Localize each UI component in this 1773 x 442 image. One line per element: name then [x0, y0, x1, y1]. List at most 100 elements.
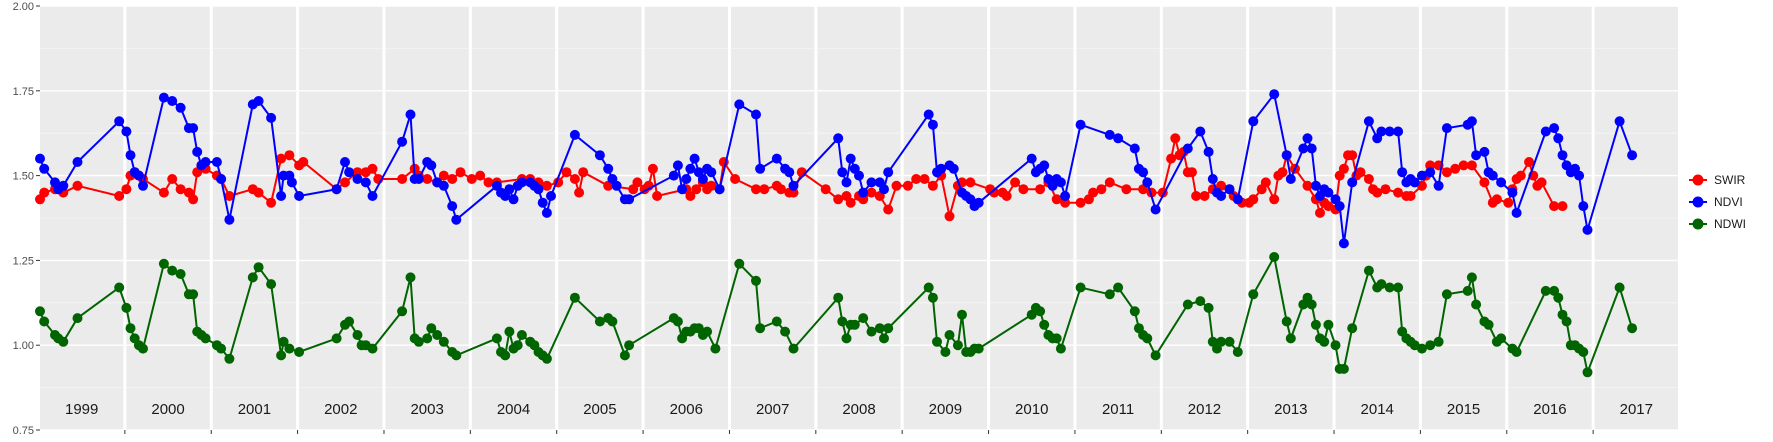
- data-point-ndvi: [1104, 129, 1115, 140]
- data-point-ndvi: [1496, 177, 1507, 188]
- data-point-ndwi: [1441, 289, 1452, 300]
- data-point-swir: [1372, 187, 1383, 198]
- data-point-swir: [1075, 197, 1086, 208]
- data-point-ndwi: [1129, 306, 1140, 317]
- data-point-ndvi: [1614, 116, 1625, 127]
- data-point-ndvi: [689, 153, 700, 164]
- data-point-ndvi: [714, 184, 725, 195]
- data-point-swir: [1491, 194, 1502, 205]
- data-point-swir: [647, 163, 658, 174]
- data-point-ndwi: [1540, 285, 1551, 296]
- data-point-swir: [1187, 167, 1197, 178]
- year-label-2008: 2008: [842, 401, 875, 418]
- data-point-swir: [1536, 177, 1547, 188]
- data-point-swir: [253, 187, 264, 198]
- data-point-ndwi: [114, 282, 125, 293]
- data-point-swir: [1096, 184, 1107, 195]
- data-point-ndwi: [175, 269, 186, 279]
- data-point-ndvi: [1195, 126, 1206, 137]
- data-point-ndwi: [39, 316, 50, 327]
- data-point-ndvi: [1540, 126, 1551, 137]
- data-point-swir: [1450, 163, 1461, 174]
- data-point-ndvi: [200, 157, 211, 167]
- data-point-ndwi: [952, 340, 963, 351]
- data-point-swir: [911, 174, 922, 184]
- data-point-ndvi: [253, 96, 264, 106]
- data-point-ndvi: [1142, 177, 1153, 188]
- data-point-ndvi: [1026, 153, 1037, 164]
- data-point-swir: [367, 163, 378, 174]
- data-point-swir: [1380, 184, 1391, 195]
- data-point-ndvi: [39, 163, 50, 174]
- data-point-swir: [114, 191, 125, 201]
- data-point-swir: [1121, 184, 1132, 195]
- data-point-swir: [422, 174, 433, 184]
- data-point-swir: [1018, 184, 1029, 195]
- data-point-ndvi: [331, 184, 342, 195]
- data-point-swir: [1458, 160, 1469, 171]
- data-point-ndwi: [500, 350, 511, 361]
- data-point-ndwi: [1462, 285, 1473, 296]
- year-label-2010: 2010: [1015, 401, 1048, 418]
- data-point-ndvi: [1338, 238, 1349, 249]
- data-point-swir: [121, 184, 132, 195]
- data-point-ndvi: [1075, 119, 1086, 130]
- data-point-ndvi: [594, 150, 605, 161]
- data-point-ndvi: [58, 180, 69, 191]
- data-point-ndwi: [167, 265, 178, 276]
- data-point-ndwi: [1338, 363, 1349, 374]
- data-point-ndvi: [1557, 150, 1568, 161]
- data-point-swir: [989, 187, 1000, 198]
- data-point-ndwi: [874, 323, 885, 334]
- data-point-ndwi: [121, 302, 132, 313]
- data-point-ndvi: [504, 184, 515, 195]
- data-point-ndwi: [284, 343, 295, 354]
- data-point-ndvi: [879, 184, 889, 195]
- data-point-ndvi: [973, 197, 984, 208]
- data-point-ndvi: [1224, 184, 1235, 195]
- data-point-ndwi: [1232, 347, 1243, 357]
- data-point-ndvi: [788, 180, 799, 191]
- data-point-ndvi: [1232, 194, 1243, 205]
- data-point-ndvi: [1511, 207, 1522, 218]
- data-point-ndwi: [833, 292, 844, 303]
- data-point-ndvi: [1393, 126, 1404, 137]
- data-point-ndvi: [1363, 116, 1374, 127]
- data-point-ndvi: [1281, 150, 1292, 161]
- data-point-ndvi: [508, 194, 519, 205]
- data-point-ndvi: [734, 99, 745, 110]
- data-point-swir: [1166, 153, 1177, 164]
- data-point-ndvi: [771, 153, 782, 164]
- year-label-2012: 2012: [1188, 401, 1221, 418]
- year-label-1999: 1999: [65, 401, 98, 418]
- data-point-ndwi: [1578, 347, 1589, 357]
- data-point-ndvi: [845, 153, 856, 164]
- data-point-swir: [397, 174, 408, 184]
- data-point-swir: [1405, 191, 1416, 201]
- legend-label-ndwi: NDWI: [1714, 217, 1746, 231]
- data-point-swir: [1248, 194, 1259, 205]
- data-point-ndvi: [1248, 116, 1259, 127]
- data-point-ndwi: [883, 323, 894, 334]
- data-point-ndvi: [1060, 191, 1071, 201]
- data-point-swir: [944, 211, 955, 222]
- data-point-ndwi: [247, 272, 258, 283]
- data-point-ndvi: [1113, 133, 1124, 144]
- year-label-2016: 2016: [1533, 401, 1566, 418]
- data-point-ndwi: [710, 343, 721, 354]
- data-point-ndvi: [158, 92, 169, 103]
- data-point-ndwi: [1269, 252, 1280, 262]
- data-point-ndvi: [1487, 170, 1498, 181]
- data-point-ndwi: [1039, 319, 1050, 330]
- data-point-ndwi: [352, 330, 363, 340]
- data-point-ndvi: [841, 177, 852, 188]
- data-point-swir: [1088, 187, 1099, 198]
- data-point-ndvi: [192, 146, 203, 157]
- data-point-ndwi: [973, 343, 984, 354]
- data-point-swir: [632, 177, 643, 188]
- data-point-swir: [1260, 177, 1271, 188]
- data-point-ndwi: [1561, 316, 1572, 327]
- data-point-ndvi: [438, 180, 449, 191]
- data-point-ndvi: [413, 174, 424, 184]
- data-point-swir: [1315, 207, 1325, 218]
